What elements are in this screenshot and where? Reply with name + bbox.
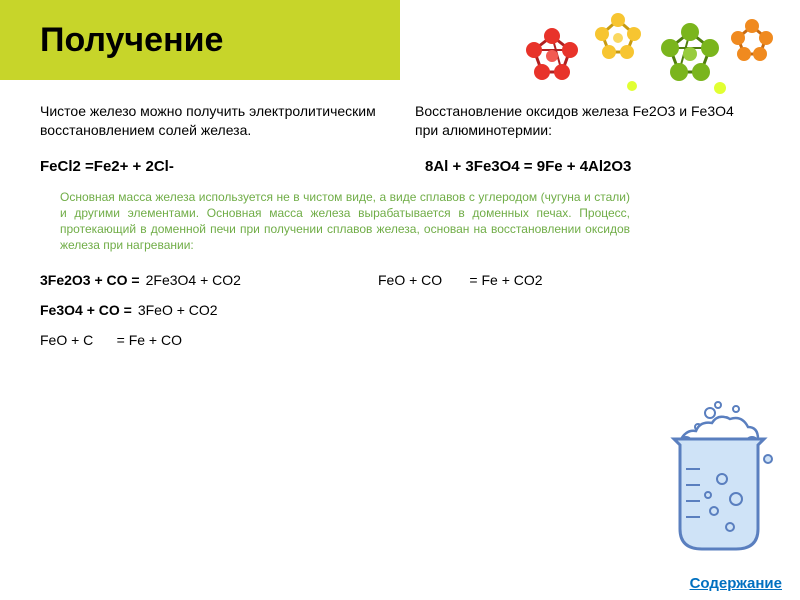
reaction-3: Fe3O4 + CO = 3FeO + CO2	[40, 302, 350, 318]
rx3-rhs: 3FeO + CO2	[138, 302, 218, 318]
rx4-full: FeO + C = Fe + CO	[40, 332, 182, 348]
contents-link[interactable]: Содержание	[690, 575, 782, 592]
eq2-lhs: 8Al + 3Fe3O4 =	[425, 158, 533, 175]
beaker-decor	[648, 399, 778, 564]
rx1-lhs: 3Fe2O3 + CO =	[40, 272, 140, 288]
eq1-rhs: Fe2+ + 2Cl-	[94, 158, 174, 175]
eq2-rhs: 9Fe + 4Al2O3	[537, 158, 632, 175]
reaction-1: 3Fe2O3 + CO = 2Fe3O4 + CO2	[40, 272, 350, 288]
rx3-lhs: Fe3O4 + CO =	[40, 302, 132, 318]
main-paragraph: Основная масса железа используется не в …	[0, 189, 800, 272]
eq2: 8Al + 3Fe3O4 = 9Fe + 4Al2O3	[425, 158, 760, 175]
rx1-rhs: 2Fe3O4 + CO2	[146, 272, 241, 288]
title-bar: Получение	[0, 0, 400, 80]
intro-left-text: Чистое железо можно получить электролити…	[40, 102, 385, 140]
reaction-4: FeO + C = Fe + CO	[40, 332, 350, 348]
equation-row: FeCl2 =Fe2+ + 2Cl- 8Al + 3Fe3O4 = 9Fe + …	[0, 150, 800, 189]
rx2-full: FeO + CO = Fe + CO2	[378, 272, 543, 288]
reactions-block: 3Fe2O3 + CO = 2Fe3O4 + CO2 FeO + CO = Fe…	[0, 272, 800, 368]
reaction-2: FeO + CO = Fe + CO2	[378, 272, 638, 288]
eq1: FeCl2 =Fe2+ + 2Cl-	[40, 158, 375, 175]
molecules-decor	[520, 8, 780, 123]
eq1-lhs: FeCl2 =	[40, 158, 94, 175]
page-title: Получение	[40, 21, 223, 60]
